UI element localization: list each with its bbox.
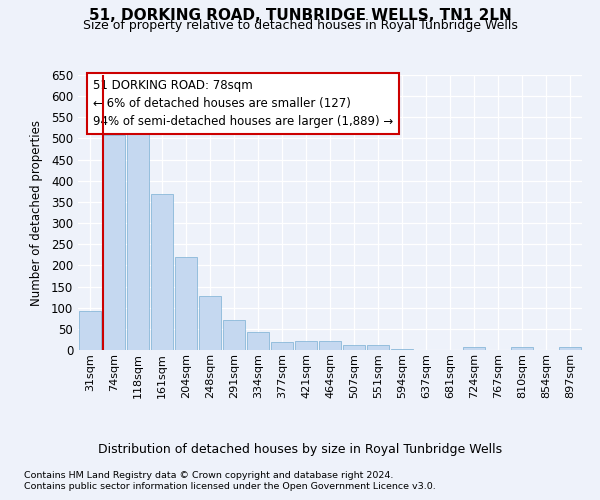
Bar (223, 320, 245, 350)
Text: Contains HM Land Registry data © Crown copyright and database right 2024.: Contains HM Land Registry data © Crown c… (24, 472, 394, 480)
Text: 51, DORKING ROAD, TUNBRIDGE WELLS, TN1 2LN: 51, DORKING ROAD, TUNBRIDGE WELLS, TN1 2… (89, 8, 511, 22)
Y-axis label: Number of detached properties: Number of detached properties (29, 120, 43, 306)
Bar (511, 348, 533, 350)
Bar (559, 348, 581, 350)
Text: 51 DORKING ROAD: 78sqm
← 6% of detached houses are smaller (127)
94% of semi-det: 51 DORKING ROAD: 78sqm ← 6% of detached … (93, 79, 394, 128)
Bar (319, 341, 341, 350)
Bar (367, 346, 389, 350)
Bar (463, 347, 485, 350)
Bar (295, 341, 317, 350)
Bar (103, 134, 125, 350)
Bar (127, 123, 149, 350)
Text: Size of property relative to detached houses in Royal Tunbridge Wells: Size of property relative to detached ho… (83, 19, 517, 32)
Bar (343, 344, 365, 350)
Bar (247, 332, 269, 350)
Bar (151, 194, 173, 350)
Bar (175, 257, 197, 350)
Bar (199, 296, 221, 350)
Text: Distribution of detached houses by size in Royal Tunbridge Wells: Distribution of detached houses by size … (98, 442, 502, 456)
Bar (79, 310, 101, 350)
Bar (271, 342, 293, 350)
Text: Contains public sector information licensed under the Open Government Licence v3: Contains public sector information licen… (24, 482, 436, 491)
Bar (391, 349, 413, 350)
